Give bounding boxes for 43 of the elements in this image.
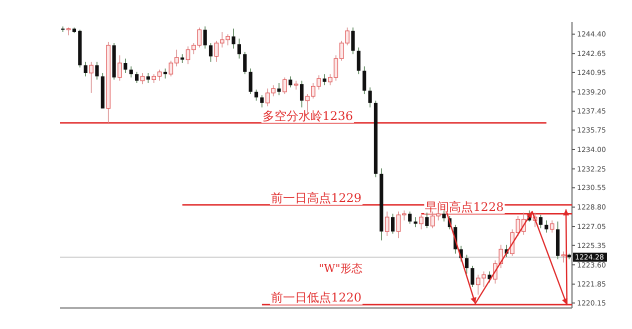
candlestick: [260, 94, 264, 108]
ref-line-label: 前一日低点1220: [270, 290, 362, 305]
candlestick: [425, 212, 429, 229]
candlestick: [550, 220, 554, 234]
candlestick: [368, 87, 372, 108]
candlestick: [135, 71, 139, 84]
candlestick: [84, 62, 88, 77]
candlestick: [118, 54, 122, 82]
candlestick: [248, 68, 252, 94]
candlestick: [203, 26, 207, 50]
ref-line-label: 早间高点1228: [425, 200, 504, 214]
candlestick: [391, 213, 395, 234]
candlestick: [300, 80, 304, 108]
candlestick: [351, 27, 355, 55]
candlestick: [544, 220, 548, 234]
candlestick: [208, 42, 213, 62]
ref-line-label: 多空分水岭1236: [262, 108, 353, 123]
candlestick: [414, 216, 418, 228]
candlestick: [356, 47, 360, 74]
candlestick: [277, 82, 281, 96]
candlestick: [129, 66, 133, 78]
candlestick: [254, 89, 258, 102]
candlestick: [408, 211, 412, 224]
candlestick: [243, 52, 247, 74]
candlestick: [419, 214, 424, 230]
candlestick: [538, 214, 543, 229]
candlestick: [282, 77, 287, 94]
candlestick: [470, 265, 474, 288]
candlestick: [288, 76, 292, 88]
candlestick: [89, 62, 94, 94]
candlestick: [232, 28, 236, 50]
candlestick: [384, 211, 390, 236]
candlestick: [362, 66, 366, 94]
candlestick: [322, 74, 326, 86]
candlestick: [140, 72, 145, 84]
candlestick: [95, 62, 99, 80]
candlestick: [124, 58, 128, 74]
candlestick: [488, 271, 492, 283]
candlestick: [464, 254, 469, 274]
candlestick: [294, 80, 298, 90]
candlestick: [237, 38, 241, 59]
ref-line-label: 前一日高点1229: [270, 190, 362, 205]
annotation: "W"形态: [318, 262, 362, 275]
